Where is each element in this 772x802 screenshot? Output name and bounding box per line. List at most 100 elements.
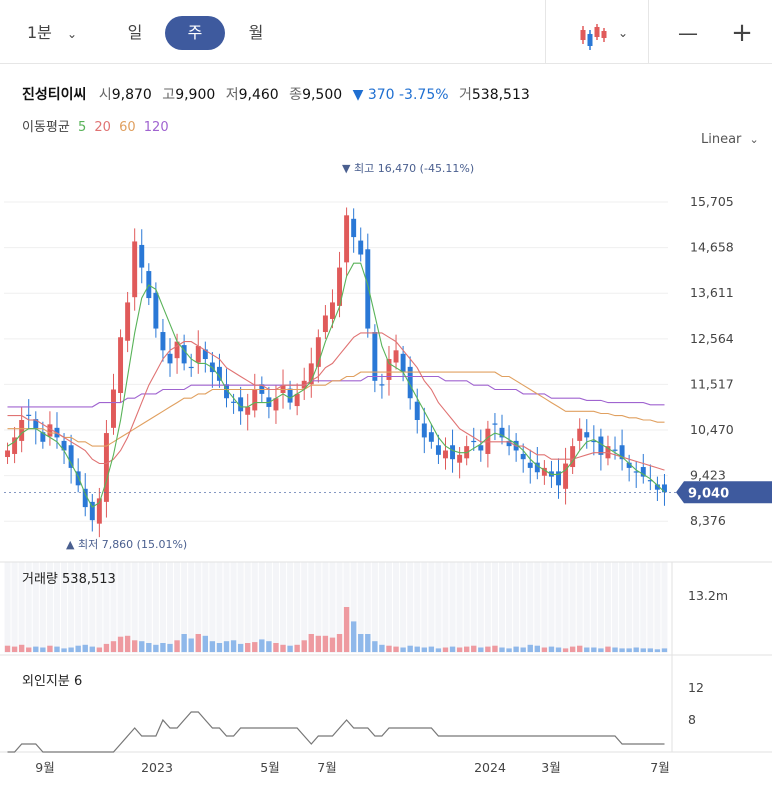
volume-bg-stripe bbox=[216, 562, 223, 653]
volume-bg-stripe bbox=[407, 562, 414, 653]
volume-bg-stripe bbox=[654, 562, 661, 653]
candle-body bbox=[252, 389, 258, 411]
x-tick-label: 2023 bbox=[141, 760, 173, 775]
zoom-out-button[interactable]: — bbox=[678, 21, 698, 45]
candle-body bbox=[181, 345, 187, 364]
candle-body bbox=[167, 353, 173, 364]
volume-bg-stripe bbox=[562, 562, 569, 653]
volume-bar bbox=[82, 644, 88, 652]
volume-bg-stripe bbox=[640, 562, 647, 653]
volume-bar bbox=[534, 645, 541, 652]
volume-bar bbox=[591, 647, 597, 652]
tab-month[interactable]: 월 bbox=[248, 23, 264, 42]
volume-bg-stripe bbox=[611, 562, 619, 653]
volume-bar bbox=[266, 641, 272, 652]
candle-body bbox=[5, 450, 11, 458]
scale-dropdown[interactable]: Linear ⌄ bbox=[701, 132, 759, 147]
volume-bar bbox=[513, 646, 519, 652]
low-label: 저 bbox=[225, 87, 239, 103]
chevron-down-icon: ⌄ bbox=[618, 26, 629, 40]
volume-bar bbox=[26, 647, 32, 652]
volume-bar bbox=[407, 645, 413, 652]
x-tick-label: 9월 bbox=[35, 760, 54, 775]
volume-label: 거 bbox=[458, 87, 472, 103]
chevron-down-icon: ⌄ bbox=[66, 27, 78, 41]
volume-bar bbox=[4, 645, 11, 652]
y-tick-label: 11,517 bbox=[690, 376, 734, 391]
candle-body bbox=[188, 366, 194, 369]
volume-bg-stripe bbox=[470, 562, 477, 653]
volume-bar bbox=[485, 646, 491, 652]
volume-bg-stripe bbox=[322, 562, 329, 653]
volume-bar bbox=[237, 643, 244, 652]
volume-bg-stripe bbox=[32, 562, 39, 653]
chevron-down-icon: ⌄ bbox=[749, 133, 759, 146]
volume-bar bbox=[273, 643, 279, 652]
volume-bg-stripe bbox=[46, 562, 53, 653]
ma-120: 120 bbox=[143, 120, 169, 135]
candle-body bbox=[647, 480, 653, 482]
candle-body bbox=[26, 414, 32, 416]
volume-bar bbox=[124, 635, 131, 652]
volume-bar bbox=[372, 641, 378, 652]
ma-5: 5 bbox=[77, 120, 87, 135]
current-price-label: 9,040 bbox=[688, 486, 729, 501]
volume-bg-stripe bbox=[520, 562, 527, 653]
volume-bar bbox=[11, 646, 18, 652]
volume-bg-stripe bbox=[68, 562, 75, 653]
volume-bg-stripe bbox=[61, 562, 68, 653]
candle-body bbox=[132, 241, 138, 298]
volume-bg-stripe bbox=[188, 562, 195, 653]
candle-body bbox=[400, 353, 406, 373]
volume-bar bbox=[18, 644, 25, 652]
volume-bg-stripe bbox=[428, 562, 435, 653]
volume-bar bbox=[301, 640, 307, 652]
volume-bar bbox=[577, 645, 583, 652]
volume-bg-stripe bbox=[251, 562, 258, 653]
candle-body bbox=[556, 471, 561, 486]
chart-style-dropdown[interactable]: ⌄ bbox=[556, 16, 636, 50]
volume-bar bbox=[336, 634, 343, 652]
volume-bg-stripe bbox=[576, 562, 583, 653]
volume-bar bbox=[139, 641, 145, 652]
tab-week[interactable]: 주 bbox=[165, 16, 225, 50]
volume-bg-stripe bbox=[174, 562, 181, 653]
close-value: 9,500 bbox=[302, 87, 343, 103]
y-tick-label: 14,658 bbox=[690, 240, 734, 255]
candle-body bbox=[245, 406, 251, 415]
tab-day[interactable]: 일 bbox=[127, 23, 143, 42]
candle-body bbox=[19, 420, 25, 441]
volume-bar bbox=[492, 645, 498, 652]
volume-bg-stripe bbox=[506, 562, 513, 653]
ma-legend[interactable]: 이동평균 5 20 60 120 bbox=[22, 116, 173, 135]
volume-bar bbox=[259, 639, 265, 652]
volume-bar bbox=[358, 634, 364, 652]
volume-bg-stripe bbox=[633, 562, 640, 653]
volume-bar bbox=[223, 641, 230, 652]
foreign-tick-label: 12 bbox=[688, 680, 704, 695]
volume-bar bbox=[103, 643, 110, 652]
volume-bar bbox=[153, 644, 159, 652]
volume-bar bbox=[181, 634, 187, 652]
volume-bar bbox=[167, 643, 173, 652]
y-tick-label: 10,470 bbox=[690, 422, 734, 437]
zoom-in-button[interactable]: + bbox=[731, 18, 753, 48]
volume-bg-stripe bbox=[477, 562, 484, 653]
candle-body bbox=[365, 249, 371, 329]
candle-body bbox=[478, 445, 484, 451]
candle-body bbox=[160, 332, 166, 351]
candle-body bbox=[118, 337, 124, 393]
volume-bar bbox=[117, 636, 124, 652]
volume-bar bbox=[449, 646, 456, 652]
interval-dropdown[interactable]: 1분 ⌄ bbox=[22, 16, 82, 50]
toolbar: 1분 ⌄ 일 주 월 ⌄ — + bbox=[0, 0, 772, 64]
candle-body bbox=[619, 445, 625, 460]
open-value: 9,870 bbox=[111, 87, 152, 103]
divider bbox=[648, 0, 649, 64]
volume-bg-stripe bbox=[159, 562, 166, 653]
volume-bg-stripe bbox=[491, 562, 498, 653]
volume-bg-stripe bbox=[4, 562, 11, 653]
volume-bar bbox=[54, 646, 60, 652]
volume-bg-stripe bbox=[39, 562, 46, 653]
